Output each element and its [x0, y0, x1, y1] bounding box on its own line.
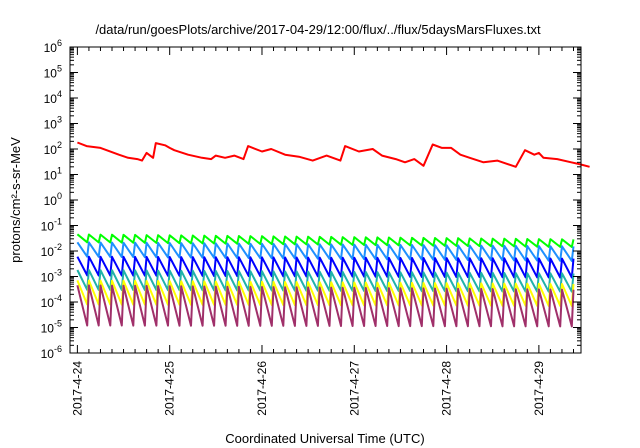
x-tick-label: 2017-4-27	[347, 361, 361, 416]
chart-title: /data/run/goesPlots/archive/2017-04-29/1…	[95, 22, 541, 37]
series-layer	[76, 141, 590, 328]
y-tick-label: 10-3	[41, 268, 62, 285]
y-tick-label: 106	[44, 38, 62, 55]
y-tick-label: 105	[44, 64, 62, 81]
series-line-2	[76, 241, 575, 262]
y-tick-label: 101	[44, 166, 62, 183]
y-tick-label: 10-2	[41, 242, 62, 259]
x-tick-label: 2017-4-24	[70, 361, 84, 416]
series-line-1	[76, 233, 575, 248]
x-tick-label: 2017-4-25	[163, 361, 177, 416]
series-line-0	[77, 141, 590, 168]
x-axis-ticks: 2017-4-24 2017-4-25 2017-4-26 2017-4-27 2017…	[70, 47, 574, 416]
x-tick-label: 2017-4-28	[440, 361, 454, 416]
y-tick-label: 102	[44, 140, 62, 157]
y-tick-label: 10-6	[41, 344, 62, 361]
y-axis-label: protons/cm²-s-sr-MeV	[8, 137, 23, 263]
y-tick-label: 103	[44, 115, 62, 132]
y-tick-label: 10-5	[41, 319, 62, 336]
y-tick-label: 100	[44, 191, 62, 208]
y-tick-label: 10-4	[41, 293, 62, 310]
plot-frame	[69, 46, 582, 354]
series-line-4	[76, 269, 575, 293]
x-axis-label: Coordinated Universal Time (UTC)	[225, 431, 424, 446]
series-line-6	[76, 284, 575, 328]
x-tick-label: 2017-4-26	[255, 361, 269, 416]
y-tick-label: 10-1	[41, 217, 62, 234]
y-axis-ticks: 106 105 104 103 102 101 100 10-1 10-2 10-3 10-4 10-…	[41, 38, 581, 361]
series-line-3	[76, 255, 575, 279]
y-tick-label: 104	[44, 89, 62, 106]
x-tick-label: 2017-4-29	[532, 361, 546, 416]
